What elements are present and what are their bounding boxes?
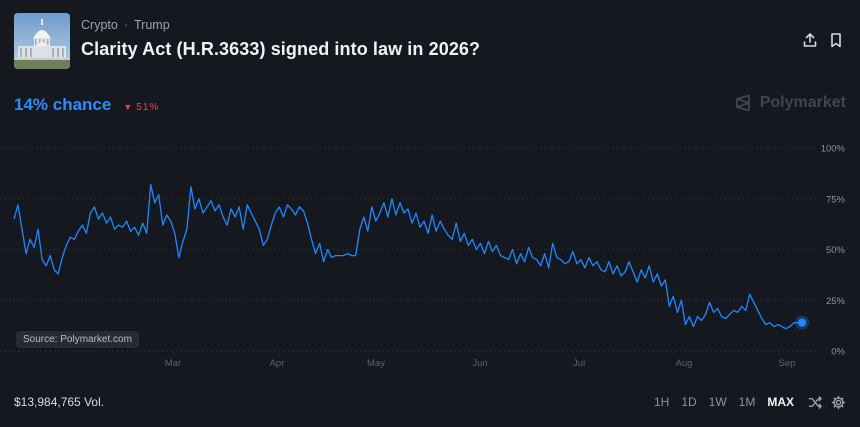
y-tick-label: 75% xyxy=(826,194,846,205)
change-value: 51% xyxy=(136,101,160,113)
capitol-image xyxy=(14,13,70,69)
x-tick-label: Jun xyxy=(472,358,487,369)
range-1m-button[interactable]: 1M xyxy=(738,395,756,409)
range-1h-button[interactable]: 1H xyxy=(653,395,670,409)
x-tick-label: Sep xyxy=(779,358,796,369)
bookmark-icon[interactable] xyxy=(828,32,844,48)
series-line xyxy=(13,183,802,330)
change-badge: ▼ 51% xyxy=(123,102,159,113)
polymarket-logo-icon xyxy=(735,94,750,112)
breadcrumb: Crypto · Trump xyxy=(81,18,170,32)
probability-summary: 14% chance ▼ 51% xyxy=(14,95,159,115)
market-thumbnail[interactable] xyxy=(14,13,70,69)
x-tick-label: Apr xyxy=(270,358,285,369)
y-tick-label: 50% xyxy=(826,245,846,256)
probability-chart[interactable]: 100% 75% 50% 25% 0% Mar Apr May Jun Jul Aug Sep xyxy=(0,130,860,375)
x-tick-label: May xyxy=(367,358,385,369)
brand-watermark: Polymarket xyxy=(735,94,846,112)
source-label: Source: Polymarket.com xyxy=(16,331,139,348)
breadcrumb-tag[interactable]: Trump xyxy=(134,18,170,32)
shuffle-icon[interactable] xyxy=(808,395,823,410)
last-point-dot xyxy=(798,318,806,327)
y-tick-label: 100% xyxy=(821,144,846,155)
range-1w-button[interactable]: 1W xyxy=(708,395,727,409)
breadcrumb-category[interactable]: Crypto xyxy=(81,18,118,32)
breadcrumb-separator: · xyxy=(123,18,128,32)
y-tick-label: 25% xyxy=(826,296,846,307)
range-max-button[interactable]: MAX xyxy=(767,395,794,409)
market-title: Clarity Act (H.R.3633) signed into law i… xyxy=(81,39,481,59)
time-range-selector: 1H 1D 1W 1M MAX xyxy=(648,393,846,411)
y-tick-label: 0% xyxy=(831,347,845,358)
brand-name: Polymarket xyxy=(759,94,846,111)
down-arrow-icon: ▼ xyxy=(123,102,134,112)
gear-icon[interactable] xyxy=(831,395,846,410)
header-actions xyxy=(802,32,844,48)
market-header: Crypto · Trump Clarity Act (H.R.3633) si… xyxy=(14,13,846,69)
chance-value: 14% chance xyxy=(14,95,112,114)
x-tick-label: Jul xyxy=(573,358,585,369)
volume-text: $13,984,765 Vol. xyxy=(14,395,105,409)
x-tick-label: Mar xyxy=(165,358,181,369)
x-tick-label: Aug xyxy=(676,358,693,369)
share-icon[interactable] xyxy=(802,32,818,48)
range-1d-button[interactable]: 1D xyxy=(681,395,697,409)
